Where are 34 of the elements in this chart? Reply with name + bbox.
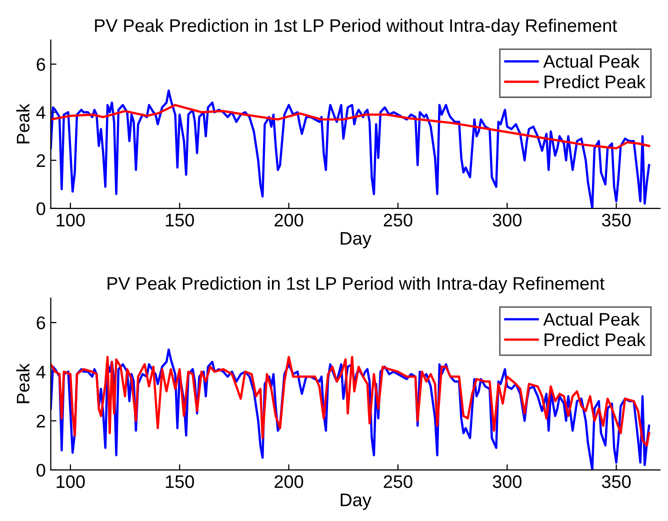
y-tick-label: 2	[36, 414, 45, 428]
chart-title: PV Peak Prediction in 1st LP Period with Intra-day Refinement	[108, 276, 604, 294]
line-series	[50, 356, 650, 446]
y-tick-label: 4	[36, 366, 46, 378]
line-series	[50, 104, 650, 150]
x-tick-label: 300	[492, 214, 522, 227]
x-tick-label: 100	[56, 475, 85, 488]
legend-label: Predict Peak	[544, 75, 646, 88]
x-tick-label: 150	[166, 475, 194, 488]
x-tick-label: 200	[274, 214, 304, 227]
x-tick-label: 150	[166, 214, 194, 227]
x-axis-title: Day	[340, 494, 372, 510]
y-tick-label: 0	[36, 202, 46, 216]
x-tick-label: 200	[274, 475, 304, 488]
x-tick-label: 250	[384, 214, 412, 227]
y-tick-label: 6	[36, 316, 46, 330]
chart-title: PV Peak Prediction in 1st LP Period without Intra-day Refinement	[95, 18, 618, 36]
y-tick-label: 4	[36, 106, 46, 119]
y-axis-title: Peak	[16, 104, 30, 144]
legend-label: Predict Peak	[544, 332, 646, 346]
y-tick-label: 2	[36, 154, 45, 167]
x-tick-label: 350	[602, 475, 631, 488]
x-tick-label: 300	[492, 475, 522, 488]
y-tick-label: 6	[36, 58, 46, 71]
y-tick-label: 0	[36, 464, 46, 477]
x-axis-title: Day	[340, 232, 372, 248]
legend-label: Actual Peak	[543, 312, 640, 326]
y-axis-title: Peak	[16, 363, 30, 404]
x-tick-label: 350	[602, 214, 631, 227]
line-series	[50, 348, 650, 470]
legend-label: Actual Peak	[543, 54, 640, 68]
x-tick-label: 100	[56, 214, 85, 227]
line-series	[50, 89, 650, 208]
x-tick-label: 250	[384, 475, 412, 488]
